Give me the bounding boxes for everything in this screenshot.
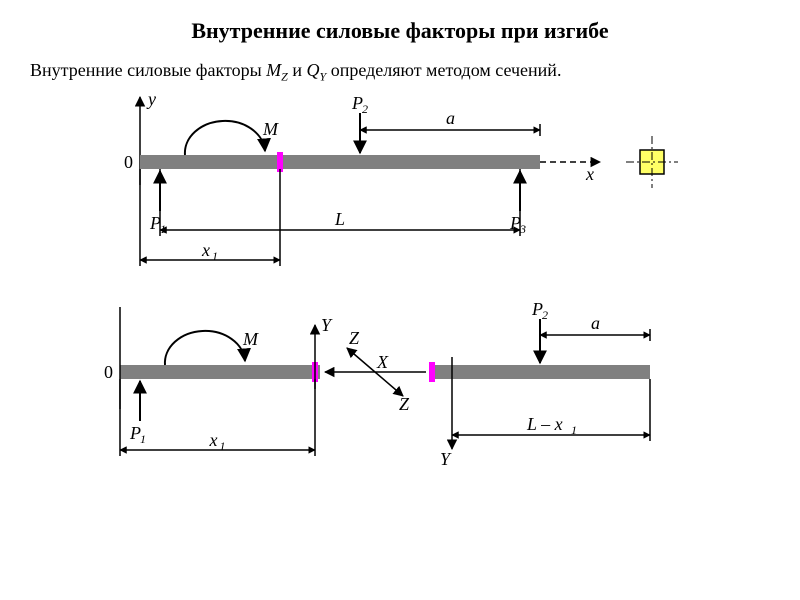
label-x1-2: x: [209, 430, 218, 450]
label-x: x: [585, 164, 594, 184]
label-y: y: [146, 89, 156, 109]
subtitle-post: определяют методом сечений.: [331, 60, 562, 80]
svg-text:1: 1: [140, 432, 146, 446]
label-zero-2: 0: [104, 362, 113, 382]
svg-text:2: 2: [362, 102, 368, 116]
label-L: L: [334, 209, 345, 229]
beam-right: [430, 365, 650, 379]
label-a-2: a: [591, 313, 600, 333]
label-a: a: [446, 108, 455, 128]
subtitle-line: Внутренние силовые факторы MZ и QY опред…: [0, 44, 800, 85]
label-Z-up: Z: [349, 328, 360, 348]
svg-text:1: 1: [212, 249, 218, 263]
label-x1: x: [201, 240, 210, 260]
label-Y-right: Y: [440, 449, 452, 469]
beam: [140, 155, 540, 169]
subtitle-pre: Внутренние силовые факторы: [30, 60, 266, 80]
svg-text:1: 1: [571, 423, 577, 437]
label-M-2: M: [242, 329, 259, 349]
symbol-Mz: MZ: [266, 60, 288, 80]
label-Y-left: Y: [321, 315, 333, 335]
label-X-center: X: [376, 352, 389, 372]
svg-text:1: 1: [220, 439, 226, 453]
label-M: M: [262, 119, 279, 139]
diagram-cut-beam: 0MP1x1YXZZYP2aL – x1: [0, 295, 800, 515]
svg-text:1: 1: [160, 222, 166, 236]
label-Z-dn: Z: [399, 394, 410, 414]
beam-left: [120, 365, 320, 379]
section-cut-right: [429, 362, 435, 382]
page-title: Внутренние силовые факторы при изгибе: [0, 0, 800, 44]
svg-text:2: 2: [542, 308, 548, 322]
label-L-minus-x1: L – x: [526, 414, 563, 434]
subtitle-mid: и: [292, 60, 306, 80]
label-zero: 0: [124, 152, 133, 172]
symbol-Qy: QY: [307, 60, 327, 80]
diagram-full-beam: yx0MP2aP1P3Lx1: [0, 85, 800, 295]
